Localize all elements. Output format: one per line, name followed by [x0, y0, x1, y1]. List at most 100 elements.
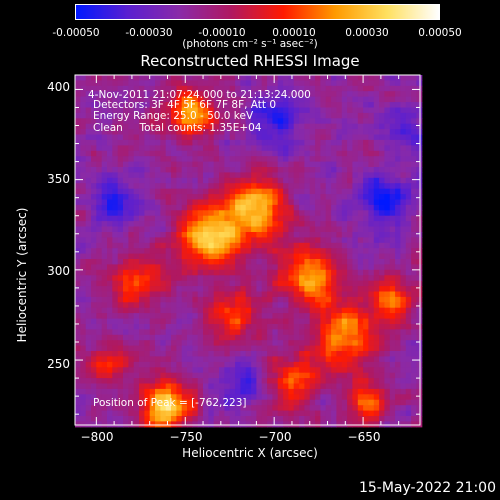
- heatmap-cell: [160, 405, 167, 412]
- heatmap-cell: [107, 356, 113, 363]
- heatmap-cell: [75, 291, 81, 298]
- heatmap-cell: [411, 167, 418, 173]
- heatmap-cell: [245, 199, 252, 206]
- heatmap-cell: [357, 356, 364, 363]
- heatmap-cell: [384, 210, 391, 217]
- heatmap-cell: [288, 405, 295, 412]
- heatmap-cell: [240, 210, 247, 217]
- heatmap-cell: [144, 134, 151, 141]
- heatmap-cell: [96, 269, 103, 276]
- heatmap-cell: [240, 324, 247, 330]
- heatmap-cell: [251, 107, 258, 114]
- heatmap-cell: [85, 269, 92, 276]
- heatmap-cell: [123, 177, 129, 184]
- heatmap-cell: [240, 237, 247, 244]
- heatmap-cell: [219, 118, 225, 125]
- heatmap-cell: [96, 372, 103, 379]
- heatmap-cell: [149, 296, 156, 303]
- heatmap-cell: [203, 313, 209, 320]
- heatmap-cell: [171, 118, 177, 125]
- heatmap-cell: [229, 269, 236, 276]
- heatmap-cell: [80, 91, 87, 98]
- heatmap-cell: [336, 156, 343, 163]
- heatmap-cell: [107, 134, 113, 141]
- heatmap-cell: [133, 85, 140, 92]
- heatmap-cell: [181, 378, 188, 385]
- heatmap-cell: [389, 307, 396, 314]
- heatmap-cell: [389, 405, 396, 412]
- heatmap-cell: [101, 367, 108, 374]
- heatmap-cell: [123, 188, 129, 195]
- heatmap-cell: [176, 199, 183, 206]
- heatmap-cell: [123, 161, 129, 168]
- heatmap-cell: [379, 356, 386, 363]
- heatmap-cell: [187, 253, 193, 260]
- heatmap-cell: [240, 269, 247, 276]
- heatmap-cell: [331, 334, 338, 341]
- heatmap-cell: [320, 242, 327, 249]
- heatmap-cell: [267, 291, 274, 298]
- heatmap-cell: [309, 177, 316, 184]
- heatmap-cell: [251, 150, 258, 157]
- heatmap-cell: [80, 324, 87, 330]
- heatmap-cell: [213, 123, 220, 130]
- heatmap-cell: [331, 161, 338, 168]
- heatmap-cell: [267, 280, 274, 287]
- heatmap-cell: [261, 134, 268, 141]
- heatmap-cell: [75, 405, 81, 412]
- heatmap-cell: [235, 372, 242, 379]
- heatmap-cell: [411, 367, 418, 374]
- heatmap-cell: [325, 75, 332, 81]
- heatmap-cell: [85, 280, 92, 287]
- heatmap-cell: [304, 161, 311, 168]
- heatmap-cell: [181, 177, 188, 184]
- heatmap-cell: [400, 394, 407, 401]
- heatmap-cell: [261, 226, 268, 233]
- heatmap-cell: [203, 232, 209, 238]
- heatmap-cell: [197, 107, 204, 114]
- heatmap-cell: [251, 296, 258, 303]
- heatmap-cell: [395, 112, 402, 119]
- heatmap-cell: [341, 145, 348, 152]
- heatmap-cell: [379, 280, 386, 287]
- heatmap-cell: [277, 232, 284, 238]
- heatmap-cell: [107, 102, 113, 109]
- heatmap-cell: [331, 188, 338, 195]
- heatmap-cell: [208, 372, 215, 379]
- heatmap-cell: [368, 324, 375, 330]
- heatmap-cell: [75, 307, 81, 314]
- heatmap-cell: [261, 75, 268, 81]
- heatmap-cell: [165, 91, 172, 98]
- heatmap-cell: [117, 188, 124, 195]
- heatmap-cell: [357, 269, 364, 276]
- heatmap-cell: [144, 177, 151, 184]
- heatmap-cell: [117, 280, 124, 287]
- heatmap-cell: [192, 177, 199, 184]
- heatmap-cell: [213, 296, 220, 303]
- heatmap-cell: [331, 286, 338, 293]
- heatmap-cell: [384, 118, 391, 125]
- heatmap-cell: [165, 405, 172, 412]
- heatmap-cell: [75, 75, 81, 81]
- heatmap-cell: [91, 232, 97, 238]
- heatmap-cell: [139, 172, 145, 179]
- heatmap-cell: [117, 334, 124, 341]
- heatmap-cell: [117, 221, 124, 228]
- heatmap-cell: [331, 345, 338, 352]
- heatmap-cell: [213, 172, 220, 179]
- heatmap-cell: [235, 410, 242, 417]
- heatmap-cell: [395, 334, 402, 341]
- heatmap-cell: [80, 161, 87, 168]
- heatmap-cell: [139, 156, 145, 163]
- heatmap-cell: [256, 134, 263, 141]
- heatmap-cell: [400, 275, 407, 282]
- heatmap-cell: [405, 345, 412, 352]
- heatmap-cell: [139, 367, 145, 374]
- heatmap-cell: [192, 172, 199, 179]
- heatmap-cell: [357, 410, 364, 417]
- heatmap-cell: [411, 307, 418, 314]
- heatmap-cell: [128, 150, 135, 157]
- heatmap-cell: [112, 416, 119, 422]
- heatmap-cell: [272, 123, 279, 130]
- heatmap-cell: [80, 156, 87, 163]
